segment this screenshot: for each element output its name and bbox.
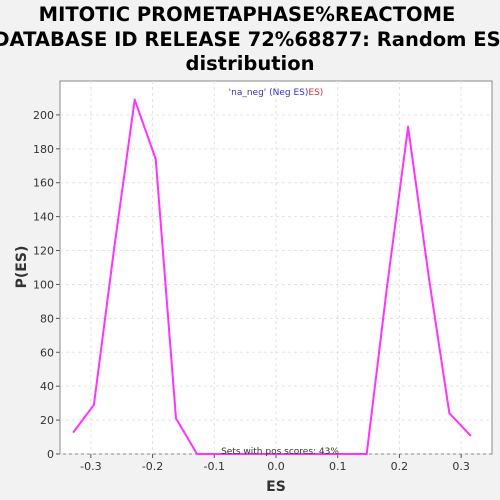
series-point [72, 430, 75, 433]
legend-part-neg: 'na_neg' (Neg ES) [229, 88, 309, 98]
series-point [469, 434, 472, 437]
series-point [365, 453, 368, 455]
y-tick-label: 140 [33, 211, 54, 224]
x-tick-label: 0.2 [391, 460, 409, 473]
series-layer [72, 98, 472, 455]
series-point [154, 157, 157, 160]
x-axis-label: ES [266, 479, 286, 495]
chart-title-line-1: MITOTIC PROMETAPHASE%REACTOME [39, 3, 456, 26]
y-tick-label: 160 [33, 177, 54, 190]
y-axis-label: P(ES) [14, 246, 30, 289]
legend: 'na_neg' (Neg ES)ES) [229, 88, 324, 98]
y-tick-label: 180 [33, 143, 54, 156]
x-tick-label: 0.0 [267, 460, 285, 473]
series-point [448, 412, 451, 415]
y-tick-label: 40 [40, 380, 54, 393]
series-point [428, 278, 431, 281]
y-tick-label: 60 [40, 346, 54, 359]
x-tick-label: -0.3 [80, 460, 101, 473]
chart-title-line-3: distribution [186, 52, 315, 75]
y-tick-label: 80 [40, 312, 54, 325]
series-point [407, 125, 410, 128]
y-tick-label: 100 [33, 278, 54, 291]
pos-scores-annotation: Sets with pos scores: 43% [221, 447, 339, 457]
grid [60, 81, 492, 455]
x-tick-label: 0.1 [329, 460, 347, 473]
x-tick-label: -0.1 [204, 460, 225, 473]
series-point [92, 403, 95, 406]
series-point [196, 453, 199, 455]
y-tick-label: 0 [47, 448, 54, 461]
series-point [113, 246, 116, 249]
series-point [133, 98, 136, 101]
y-tick-label: 200 [33, 109, 54, 122]
y-axis-ticks: 0 20 40 60 80 100 120 140 160 180 200 [33, 109, 60, 461]
series-point [386, 285, 389, 288]
y-tick-label: 20 [40, 414, 54, 427]
y-tick-label: 120 [33, 245, 54, 258]
chart-title-line-2: DATABASE ID RELEASE 72%68877: Random ES [0, 28, 500, 51]
legend-part-es: ES) [308, 88, 323, 98]
x-tick-label: -0.2 [142, 460, 163, 473]
series-point [175, 417, 178, 420]
x-tick-label: 0.3 [452, 460, 470, 473]
x-axis-ticks: -0.3 -0.2 -0.1 0.0 0.1 0.2 0.3 [80, 454, 470, 473]
